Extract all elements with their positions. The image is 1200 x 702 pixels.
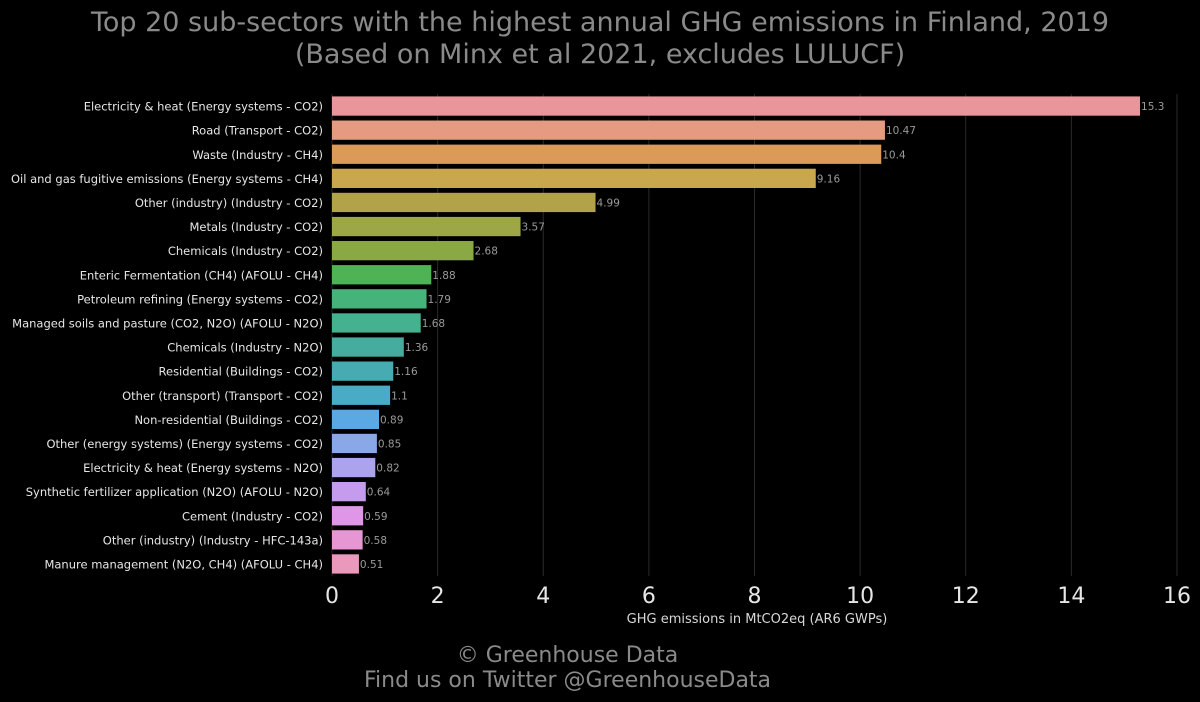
data-label: 1.68 [422,318,445,330]
data-label: 0.64 [367,487,391,499]
y-tick-label: Other (energy systems) (Energy systems -… [46,437,323,451]
bar [332,289,427,309]
value-labels: 15.3 10.47 10.4 9.16 4.99 3.57 2.68 1.88 1.79 1.6… [360,101,1164,571]
data-label: 3.57 [522,222,545,234]
data-label: 1.79 [428,294,451,306]
bar [332,168,816,188]
y-tick-label: Petroleum refining (Energy systems - CO2… [77,292,323,306]
bar [332,216,521,237]
chart-bars [332,96,1141,574]
data-label: 1.88 [432,270,455,282]
y-tick-label: Metals (Industry - CO2) [189,220,323,234]
y-tick-label: Electricity & heat (Energy systems - N2O… [83,461,323,475]
data-label: 0.85 [378,438,401,450]
y-tick-label: Waste (Industry - CH4) [192,148,323,162]
data-label: 10.47 [886,125,916,137]
bar [332,482,366,502]
y-tick-label: Chemicals (Industry - CO2) [168,244,323,258]
bar [332,265,432,285]
data-label: 2.68 [475,246,498,258]
chart-title: Top 20 sub-sectors with the highest annu… [90,7,1110,38]
x-axis-ticks: 0 2 4 6 8 10 12 14 16 [325,584,1191,609]
data-label: 1.16 [394,366,418,378]
data-label: 1.1 [391,390,408,402]
footer-credit: © Greenhouse Data [456,643,679,668]
data-label: 0.59 [364,511,387,523]
y-tick-label: Residential (Buildings - CO2) [159,365,323,379]
bar [332,409,380,429]
y-tick-label: Synthetic fertilizer application (N2O) (… [26,485,323,499]
data-label: 0.82 [376,463,399,475]
bar [332,506,364,526]
y-tick-label: Manure management (N2O, CH4) (AFOLU - CH… [44,557,323,571]
bar [332,530,363,550]
bar [332,313,421,333]
data-label: 0.51 [360,559,383,571]
bar [332,120,885,140]
x-tick-label: 12 [952,584,980,609]
bar [332,192,596,213]
y-tick-label: Electricity & heat (Energy systems - CO2… [84,100,323,114]
x-tick-label: 10 [846,584,874,609]
x-tick-label: 6 [642,584,656,609]
y-tick-label: Non-residential (Buildings - CO2) [134,413,323,427]
x-tick-label: 4 [536,584,550,609]
bar [332,361,394,381]
data-label: 4.99 [597,197,620,209]
y-tick-label: Enteric Fermentation (CH4) (AFOLU - CH4) [80,268,323,282]
x-tick-label: 0 [325,584,339,609]
x-tick-label: 16 [1163,584,1191,609]
y-tick-label: Managed soils and pasture (CO2, N2O) (AF… [12,316,323,330]
bar [332,241,474,261]
bar [332,337,404,357]
y-tick-label: Other (transport) (Transport - CO2) [122,389,323,403]
y-tick-label: Oil and gas fugitive emissions (Energy s… [11,172,323,186]
chart-subtitle: (Based on Minx et al 2021, excludes LULU… [294,39,906,70]
y-tick-label: Road (Transport - CO2) [192,124,323,138]
x-tick-label: 8 [748,584,762,609]
data-label: 1.36 [405,342,429,354]
bar [332,385,391,405]
bar [332,96,1141,116]
y-tick-label: Other (industry) (Industry - CO2) [135,196,323,210]
bar [332,554,359,574]
y-tick-label: Chemicals (Industry - N2O) [167,341,323,355]
data-label: 0.58 [364,535,387,547]
data-label: 9.16 [817,173,841,185]
bar [332,457,376,478]
x-tick-label: 14 [1057,584,1085,609]
footer-twitter: Find us on Twitter @GreenhouseData [363,668,772,693]
data-label: 10.4 [882,149,906,161]
data-label: 15.3 [1141,101,1164,113]
chart-grid [331,94,1178,576]
x-axis-label: GHG emissions in MtCO2eq (AR6 GWPs) [627,612,888,627]
y-axis-labels: Electricity & heat (Energy systems - CO2… [11,100,323,572]
y-tick-label: Other (industry) (Industry - HFC-143a) [103,533,323,547]
bar [332,433,377,454]
y-tick-label: Cement (Industry - CO2) [182,509,323,523]
bar [332,144,882,164]
data-label: 0.89 [380,414,403,426]
x-tick-label: 2 [431,584,445,609]
